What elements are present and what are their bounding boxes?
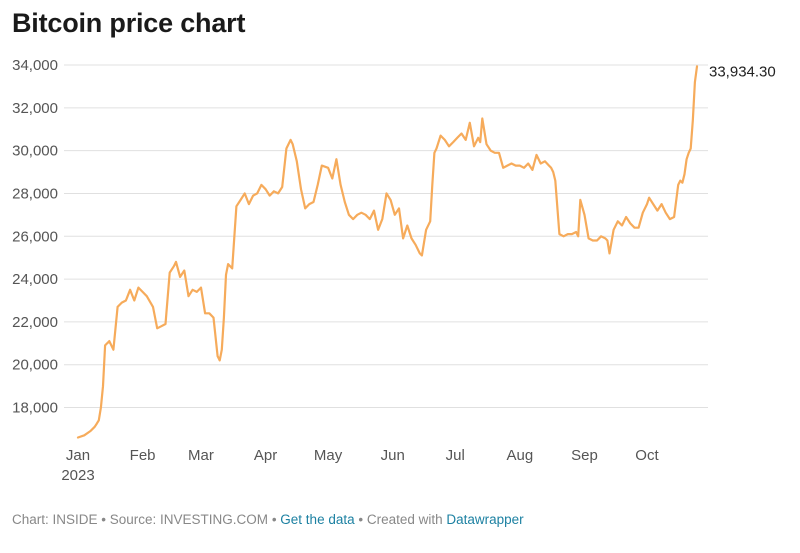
- footer-separator: •: [268, 512, 281, 527]
- price-series-line: [76, 65, 699, 439]
- footer-separator: •: [354, 512, 367, 527]
- chart-footer: Chart: INSIDE • Source: INVESTING.COM • …: [12, 512, 524, 527]
- x-tick-label: May: [314, 447, 343, 464]
- x-tick-label: Jul: [446, 447, 465, 464]
- x-tick-label: Apr: [254, 447, 277, 464]
- y-tick-label: 28,000: [12, 185, 58, 202]
- y-tick-label: 22,000: [12, 314, 58, 331]
- x-tick-label: Jun: [381, 447, 405, 464]
- y-tick-label: 32,000: [12, 100, 58, 117]
- x-tick-label: Feb: [130, 447, 156, 464]
- footer-source: Source: INVESTING.COM: [109, 512, 269, 527]
- datawrapper-link[interactable]: Datawrapper: [446, 512, 524, 527]
- y-tick-label: 34,000: [12, 57, 58, 74]
- footer-chart-credit: Chart: INSIDE: [12, 512, 98, 527]
- y-tick-label: 30,000: [12, 143, 58, 160]
- x-tick-label: Jan: [66, 447, 90, 464]
- y-tick-label: 24,000: [12, 271, 58, 288]
- x-tick-label: Oct: [635, 447, 659, 464]
- x-tick-label: Mar: [188, 447, 214, 464]
- x-tick-label: Sep: [571, 447, 598, 464]
- footer-separator: •: [97, 512, 110, 527]
- y-tick-label: 18,000: [12, 400, 58, 417]
- latest-price-label: 33,934.30: [709, 63, 776, 80]
- y-tick-label: 20,000: [12, 357, 58, 374]
- bitcoin-price-chart: 18,000 20,000 22,000 24,000 26,000 28,000 30,0…: [12, 57, 776, 484]
- x-axis-tick-labels: Jan Feb Mar Apr May Jun Jul Aug Sep Oct 2023: [61, 447, 659, 484]
- get-the-data-link[interactable]: Get the data: [280, 512, 355, 527]
- x-tick-year-label: 2023: [61, 467, 94, 484]
- footer-created-with: Created with: [366, 512, 447, 527]
- x-tick-label: Aug: [506, 447, 533, 464]
- chart-title: Bitcoin price chart: [12, 8, 246, 38]
- y-axis-tick-labels: 18,000 20,000 22,000 24,000 26,000 28,000 30,0…: [12, 57, 58, 417]
- y-tick-label: 26,000: [12, 228, 58, 245]
